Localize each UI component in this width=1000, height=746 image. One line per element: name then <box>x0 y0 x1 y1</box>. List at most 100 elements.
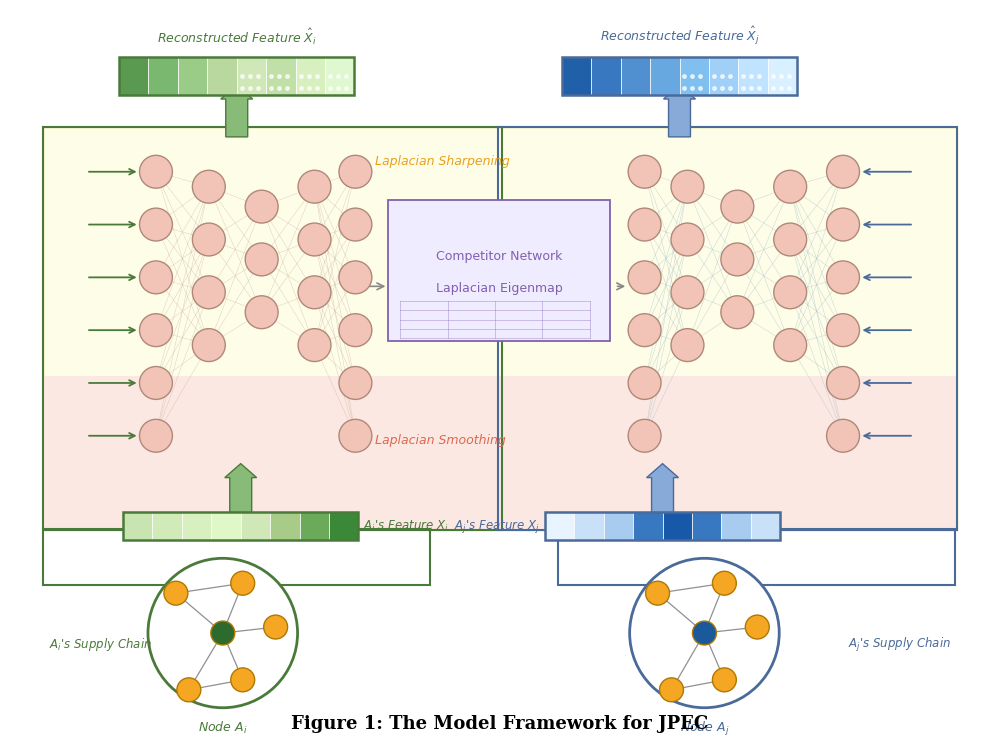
Bar <box>709 57 738 95</box>
Circle shape <box>712 571 736 595</box>
Circle shape <box>721 243 754 276</box>
Bar <box>119 57 354 95</box>
Circle shape <box>245 243 278 276</box>
Circle shape <box>140 261 172 294</box>
Bar <box>751 513 780 540</box>
Bar <box>329 513 358 540</box>
Bar <box>296 57 325 95</box>
FancyArrow shape <box>664 85 695 137</box>
Bar <box>182 513 211 540</box>
Circle shape <box>192 223 225 256</box>
Bar <box>562 57 591 95</box>
Circle shape <box>721 190 754 223</box>
Bar <box>148 57 178 95</box>
Circle shape <box>140 419 172 452</box>
Circle shape <box>339 261 372 294</box>
Bar <box>621 57 650 95</box>
Bar <box>663 513 692 540</box>
Circle shape <box>148 558 298 708</box>
Bar <box>680 57 709 95</box>
Bar <box>574 513 604 540</box>
Circle shape <box>339 419 372 452</box>
Circle shape <box>140 366 172 399</box>
Circle shape <box>628 208 661 241</box>
Circle shape <box>339 155 372 188</box>
Circle shape <box>630 558 779 708</box>
Bar <box>325 57 354 95</box>
Circle shape <box>628 366 661 399</box>
Circle shape <box>827 366 859 399</box>
Bar <box>266 57 296 95</box>
Circle shape <box>140 155 172 188</box>
Circle shape <box>745 615 769 639</box>
Circle shape <box>339 314 372 347</box>
Circle shape <box>774 276 807 309</box>
Bar <box>721 513 751 540</box>
Bar <box>591 57 621 95</box>
Bar <box>558 530 955 585</box>
Text: $A_j$'s Feature $X_j$: $A_j$'s Feature $X_j$ <box>454 518 540 535</box>
Bar <box>237 57 266 95</box>
Bar <box>650 57 680 95</box>
Text: $A_i$'s Feature $X_i$: $A_i$'s Feature $X_i$ <box>363 519 449 534</box>
Circle shape <box>671 276 704 309</box>
Circle shape <box>177 678 201 702</box>
Circle shape <box>264 615 288 639</box>
Circle shape <box>298 276 331 309</box>
Circle shape <box>692 621 716 645</box>
Circle shape <box>827 314 859 347</box>
Circle shape <box>339 208 372 241</box>
Text: Competitor Network: Competitor Network <box>436 250 562 263</box>
Circle shape <box>140 208 172 241</box>
Bar <box>545 513 780 540</box>
FancyBboxPatch shape <box>43 127 957 530</box>
Circle shape <box>712 668 736 692</box>
Circle shape <box>140 314 172 347</box>
Circle shape <box>245 190 278 223</box>
Circle shape <box>660 678 683 702</box>
Circle shape <box>628 261 661 294</box>
Bar <box>43 376 957 530</box>
Bar <box>692 513 721 540</box>
Bar <box>123 513 358 540</box>
Bar <box>178 57 207 95</box>
Text: Laplacian Sharpening: Laplacian Sharpening <box>375 155 510 169</box>
Text: Node $A_i$: Node $A_i$ <box>198 720 248 736</box>
Bar <box>545 513 574 540</box>
FancyArrow shape <box>221 85 253 137</box>
Circle shape <box>298 223 331 256</box>
Circle shape <box>827 261 859 294</box>
Bar <box>738 57 768 95</box>
Bar <box>768 57 797 95</box>
Circle shape <box>646 581 670 605</box>
Circle shape <box>827 419 859 452</box>
Circle shape <box>192 329 225 362</box>
Circle shape <box>774 170 807 203</box>
Bar <box>633 513 663 540</box>
Circle shape <box>298 170 331 203</box>
Circle shape <box>827 208 859 241</box>
Bar <box>562 57 797 95</box>
Text: $A_i$'s Supply Chain: $A_i$'s Supply Chain <box>49 636 152 653</box>
Bar <box>300 513 329 540</box>
Circle shape <box>671 329 704 362</box>
Bar <box>43 127 502 530</box>
Circle shape <box>192 170 225 203</box>
Text: Reconstructed Feature $\hat{X}_j$: Reconstructed Feature $\hat{X}_j$ <box>600 25 759 47</box>
FancyArrow shape <box>225 464 257 513</box>
Text: Laplacian Smoothing: Laplacian Smoothing <box>375 434 506 448</box>
Text: Node $A_j$: Node $A_j$ <box>680 720 729 738</box>
Circle shape <box>628 314 661 347</box>
Circle shape <box>671 223 704 256</box>
Bar <box>152 513 182 540</box>
Circle shape <box>339 366 372 399</box>
Circle shape <box>164 581 188 605</box>
Text: Reconstructed Feature $\hat{X}_i$: Reconstructed Feature $\hat{X}_i$ <box>157 27 317 47</box>
Bar <box>207 57 237 95</box>
Bar <box>211 513 241 540</box>
Bar <box>123 513 152 540</box>
Text: Laplacian Eigenmap: Laplacian Eigenmap <box>436 282 562 295</box>
Bar <box>498 127 957 530</box>
Circle shape <box>211 621 235 645</box>
Bar <box>119 57 148 95</box>
